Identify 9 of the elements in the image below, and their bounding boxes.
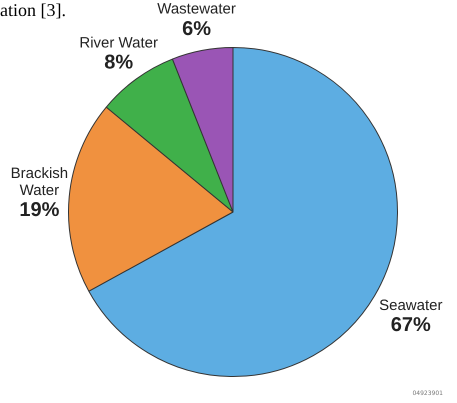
data-label: 19% — [19, 199, 60, 222]
data-label: 67% — [390, 314, 432, 336]
slice-label: Seawater — [379, 296, 442, 314]
text: ation [3]. — [0, 0, 66, 21]
data-label: 8% — [104, 52, 134, 74]
slice-label: River Water — [79, 34, 158, 52]
slice-label: Wastewater — [157, 0, 236, 18]
data-label: 6% — [182, 18, 212, 40]
slice-label: Brackish Water — [10, 164, 68, 199]
